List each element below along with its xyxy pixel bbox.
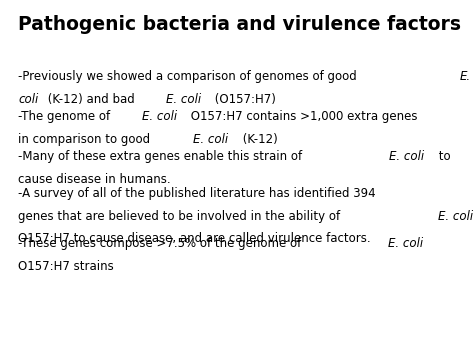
Text: coli: coli [18,93,38,105]
Text: cause disease in humans.: cause disease in humans. [18,173,171,186]
Text: (O157:H7): (O157:H7) [211,93,276,105]
Text: -Many of these extra genes enable this strain of: -Many of these extra genes enable this s… [18,150,306,163]
Text: O157:H7 to cause disease, and are called virulence factors.: O157:H7 to cause disease, and are called… [18,232,371,245]
Text: (K-12) and bad: (K-12) and bad [44,93,138,105]
Text: in comparison to good: in comparison to good [18,132,154,146]
Text: E. coli: E. coli [390,150,425,163]
Text: E. coli: E. coli [388,237,423,250]
Text: genes that are believed to be involved in the ability of: genes that are believed to be involved i… [18,209,344,223]
Text: to: to [435,150,450,163]
Text: E. coli: E. coli [142,110,177,123]
Text: -These genes compose >7.5% of the genome of: -These genes compose >7.5% of the genome… [18,237,305,250]
Text: -The genome of: -The genome of [18,110,114,123]
Text: E. coli: E. coli [166,93,201,105]
Text: E.: E. [460,70,471,83]
Text: -A survey of all of the published literature has identified 394: -A survey of all of the published litera… [18,187,375,200]
Text: Pathogenic bacteria and virulence factors: Pathogenic bacteria and virulence factor… [18,15,461,34]
Text: O157:H7 contains >1,000 extra genes: O157:H7 contains >1,000 extra genes [187,110,418,123]
Text: -Previously we showed a comparison of genomes of good: -Previously we showed a comparison of ge… [18,70,361,83]
Text: E. coli: E. coli [193,132,228,146]
Text: O157:H7 strains: O157:H7 strains [18,260,114,273]
Text: E. coli: E. coli [438,209,474,223]
Text: (K-12): (K-12) [238,132,277,146]
